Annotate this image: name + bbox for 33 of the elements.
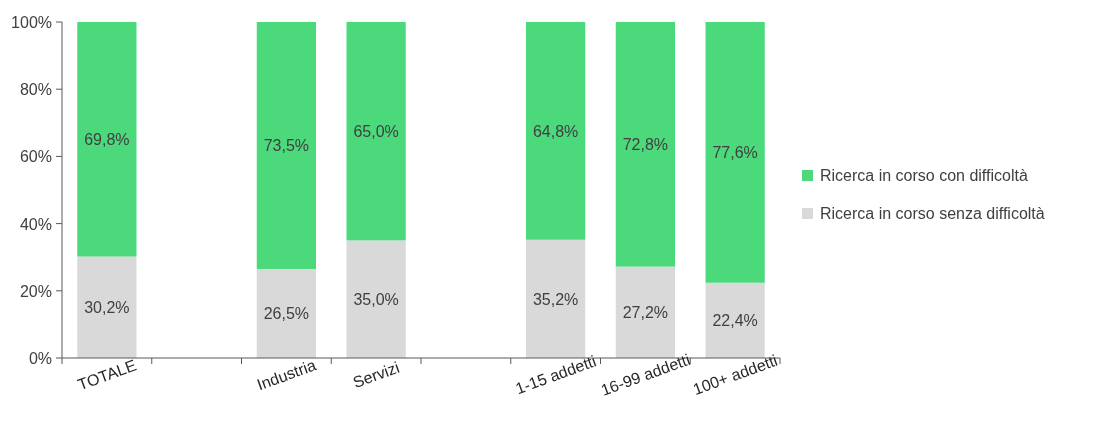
legend-label: Ricerca in corso senza difficoltà <box>820 205 1045 222</box>
bar <box>77 256 137 358</box>
bar <box>256 268 316 358</box>
data-label: 30,2% <box>84 299 130 317</box>
x-tick-label: 16-99 addetti <box>598 350 693 399</box>
bar <box>77 22 137 257</box>
data-label: 73,5% <box>263 137 310 155</box>
bar <box>346 22 406 241</box>
y-tick-label: 80% <box>19 81 52 99</box>
data-label: 27,2% <box>622 304 669 322</box>
data-label: 69,8% <box>84 131 130 149</box>
bar <box>615 22 675 267</box>
y-tick-label: 100% <box>11 14 52 31</box>
data-label: 72,8% <box>622 136 669 154</box>
y-tick-label: 40% <box>19 215 52 233</box>
y-tick-label: 60% <box>19 148 52 166</box>
x-tick-label: 1-15 addetti <box>513 352 599 398</box>
data-label: 77,6% <box>712 144 758 162</box>
data-label: 35,0% <box>353 291 399 309</box>
data-label: 26,5% <box>263 305 310 323</box>
bar <box>256 22 316 269</box>
data-label: 35,2% <box>532 290 579 308</box>
x-tick-label: 100+ addetti <box>690 351 780 398</box>
x-tick-label: Servizi <box>350 358 402 392</box>
y-tick-label: 20% <box>19 282 52 300</box>
bar <box>526 22 586 240</box>
data-label: 65,0% <box>353 123 399 141</box>
data-label: 22,4% <box>712 312 758 330</box>
bar <box>705 22 765 283</box>
bar <box>346 240 406 358</box>
data-label: 64,8% <box>532 122 579 140</box>
legend-label: Ricerca in corso con difficoltà <box>820 167 1028 184</box>
y-tick-label: 0% <box>28 350 52 367</box>
